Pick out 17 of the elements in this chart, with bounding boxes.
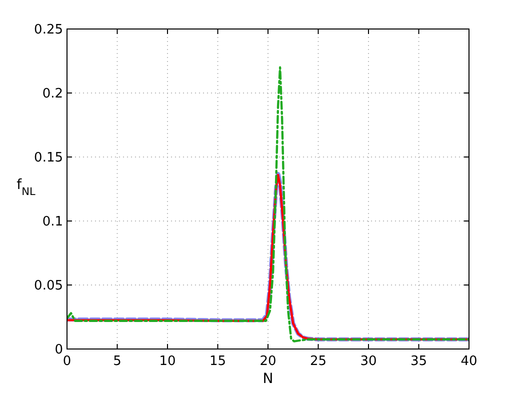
x-tick-label: 5	[113, 354, 122, 369]
x-tick-label: 20	[260, 354, 276, 369]
x-axis-title: N	[262, 371, 274, 387]
y-tick-label: 0	[54, 342, 63, 358]
line-series	[67, 66, 469, 342]
x-tick-label: 40	[460, 354, 478, 369]
y-tick-label: 0.15	[34, 150, 63, 166]
y-tick-label: 0.2	[42, 86, 63, 102]
y-tick-label: 0.05	[34, 278, 63, 294]
y-axis-title: f$_{NL}$	[16, 177, 36, 198]
x-tick-label: 30	[360, 354, 377, 369]
y-tick-label: 0.1	[42, 214, 63, 230]
x-tick-label: 35	[410, 354, 428, 369]
y-tick-label: 0.25	[34, 22, 63, 38]
x-tick-label: 10	[159, 354, 176, 369]
x-tick-label: 15	[209, 354, 226, 369]
x-tick-label: 25	[310, 354, 327, 369]
